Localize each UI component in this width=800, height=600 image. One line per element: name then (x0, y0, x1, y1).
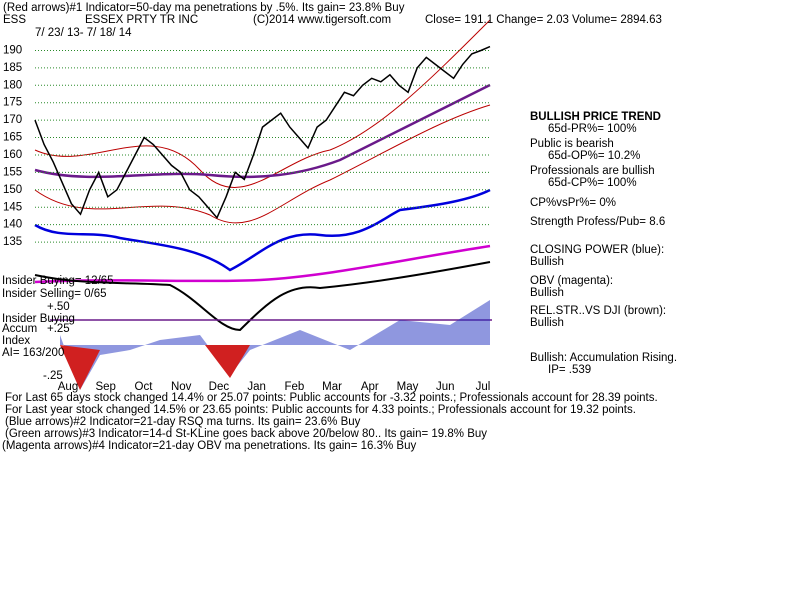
y-tick-label: 190 (3, 44, 22, 56)
x-tick-label: Aug (58, 381, 78, 393)
chart-title: ESSEX PRTY TR INC (85, 14, 198, 26)
y-tick-label: 135 (3, 236, 22, 248)
x-tick-label: Jan (247, 381, 266, 393)
x-tick-label: Jul (476, 381, 491, 393)
annotation: CLOSING POWER (blue): (530, 244, 664, 256)
annotation: Public is bearish (530, 138, 614, 150)
y-tick-label: 150 (3, 184, 22, 196)
annotation: OBV (magenta): (530, 275, 613, 287)
annotation: (Red arrows)#1 Indicator=50-day ma penet… (3, 2, 405, 14)
annotation: Bullish (530, 317, 564, 329)
x-tick-label: Feb (284, 381, 304, 393)
date-range: 7/ 23/ 13- 7/ 18/ 14 (35, 27, 132, 39)
annotation: Professionals are bullish (530, 165, 655, 177)
x-tick-label: Dec (209, 381, 230, 393)
annotation: Insider Selling= 0/65 (2, 288, 107, 300)
annotation: 65d-CP%= 100% (548, 177, 637, 189)
y-tick-label: 160 (3, 149, 22, 161)
y-tick-label: 155 (3, 166, 22, 178)
x-tick-label: May (397, 381, 419, 393)
annotation: For Last year stock changed 14.5% or 23.… (5, 404, 636, 416)
annotation: Insider Buying (2, 313, 75, 325)
annotation: AI= 163/200 (2, 347, 64, 359)
y-tick-label: 165 (3, 132, 22, 144)
annotation: Insider Buying= 12/65 (2, 275, 114, 287)
y-tick-label: 170 (3, 114, 22, 126)
annotation: +.25 (47, 323, 70, 335)
x-tick-label: Jun (436, 381, 455, 393)
y-tick-label: 175 (3, 97, 22, 109)
annotation: REL.STR..VS DJI (brown): (530, 305, 666, 317)
annotation: For Last 65 days stock changed 14.4% or … (5, 392, 658, 404)
annotation: -.25 (43, 370, 63, 382)
annotation: (Magenta arrows)#4 Indicator=21-day OBV … (2, 440, 416, 452)
annotation: Index (2, 335, 30, 347)
ticker: ESS (3, 14, 26, 26)
annotation: 65d-OP%= 10.2% (548, 150, 640, 162)
x-tick-label: Nov (171, 381, 192, 393)
annotation: BULLISH PRICE TREND (530, 111, 661, 123)
annotation: Bullish (530, 256, 564, 268)
y-tick-label: 145 (3, 201, 22, 213)
x-tick-label: Oct (135, 381, 154, 393)
indicator-decor (34, 19, 492, 390)
y-tick-label: 180 (3, 79, 22, 91)
price-line (34, 45, 491, 220)
annotation: Accum (2, 323, 37, 335)
x-tick-label: Mar (322, 381, 342, 393)
quote: Close= 191.1 Change= 2.03 Volume= 2894.6… (425, 14, 662, 26)
x-tick-label: Apr (361, 381, 379, 393)
annotation: CP%vsPr%= 0% (530, 197, 616, 209)
annotation: (Blue arrows)#2 Indicator=21-day RSQ ma … (5, 416, 361, 428)
annotation: Strength Profess/Pub= 8.6 (530, 216, 665, 228)
annotation: +.50 (47, 301, 70, 313)
annotation: 65d-PR%= 100% (548, 123, 637, 135)
annotation: Bullish (530, 287, 564, 299)
annotation: (Green arrows)#3 Indicator=14-d St-KLine… (5, 428, 487, 440)
annotation: IP= .539 (548, 364, 591, 376)
y-tick-label: 140 (3, 219, 22, 231)
y-tick-label: 185 (3, 62, 22, 74)
annotation: Bullish: Accumulation Rising. (530, 352, 677, 364)
copyright: (C)2014 www.tigersoft.com (253, 14, 391, 26)
x-tick-label: Sep (95, 381, 115, 393)
